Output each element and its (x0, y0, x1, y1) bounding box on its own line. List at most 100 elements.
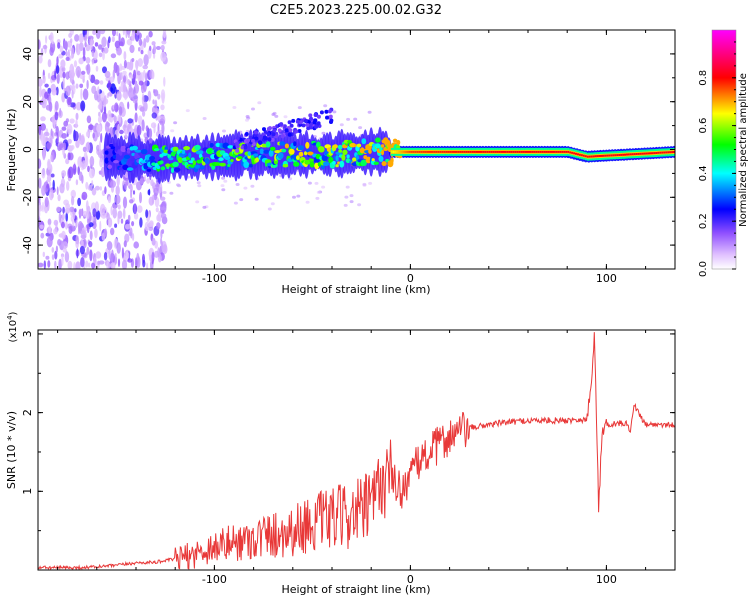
heatmap-cell (535, 150, 538, 153)
heatmap-cell (365, 156, 372, 164)
heatmap-cell (361, 138, 367, 145)
heatmap-cell (633, 153, 636, 156)
heatmap-cell (108, 76, 115, 83)
heatmap-cell (72, 83, 75, 90)
heatmap-cell (161, 40, 167, 45)
heatmap-cell (224, 156, 231, 160)
heatmap-cell (56, 206, 61, 213)
heatmap-cell (93, 79, 100, 85)
heatmap-cell (131, 145, 138, 151)
snr-x-tick-label: -100 (202, 573, 227, 586)
heatmap-cell (232, 106, 237, 109)
heatmap-cell (218, 157, 224, 162)
heatmap-cell (132, 93, 139, 104)
heatmap-cell (40, 47, 44, 57)
heatmap-cell (360, 159, 368, 166)
heatmap-cell (637, 152, 640, 155)
spectrogram-panel: -100 0 100 -40 -20 0 20 40 Height of straight l… (5, 29, 676, 296)
heatmap-cell (274, 150, 281, 154)
heatmap-cell (305, 200, 310, 204)
heatmap-cell (173, 167, 181, 173)
heatmap-cell (91, 187, 97, 196)
heatmap-cell (100, 203, 106, 215)
heatmap-cell (134, 149, 142, 153)
heatmap-cell (604, 154, 607, 157)
heatmap-cell (77, 165, 80, 176)
heatmap-cell (75, 43, 81, 56)
heatmap-cell (119, 129, 124, 135)
heatmap-cell (533, 150, 537, 153)
heatmap-cell (80, 234, 87, 239)
heatmap-cell (479, 150, 482, 153)
heatmap-cell (577, 153, 580, 156)
heatmap-cell (65, 56, 70, 62)
heatmap-cell (74, 208, 77, 213)
heatmap-cell (133, 241, 139, 249)
heatmap-cell (44, 196, 49, 208)
heatmap-cell (215, 142, 221, 148)
heatmap-cell (618, 154, 621, 156)
heatmap-cell (118, 48, 121, 56)
heatmap-cell (121, 247, 124, 259)
heatmap-cell (65, 221, 68, 230)
heatmap-cell (160, 104, 165, 111)
heatmap-cell (172, 161, 179, 167)
snr-y-label: SNR (10 * v/v) (5, 411, 18, 489)
heatmap-cell (67, 260, 73, 269)
heatmap-cell (38, 55, 43, 64)
heatmap-cell (85, 142, 91, 153)
heatmap-cell (142, 110, 146, 117)
heatmap-cell (321, 154, 328, 162)
heatmap-cell (628, 153, 631, 156)
heatmap-cell (129, 44, 135, 54)
heatmap-cell (209, 143, 214, 148)
heatmap-cell (153, 187, 159, 196)
heatmap-cell (563, 150, 566, 153)
heatmap-cell (239, 198, 244, 202)
heatmap-cell (136, 70, 141, 76)
heatmap-cell (55, 222, 58, 231)
heatmap-cell (123, 51, 127, 61)
heatmap-cell (144, 174, 147, 181)
heatmap-cell (309, 121, 314, 126)
heatmap-cell (148, 196, 154, 206)
heatmap-cell (54, 250, 58, 260)
heatmap-cell (77, 156, 83, 168)
heatmap-cell (223, 179, 228, 183)
heatmap-cell (170, 129, 175, 133)
heatmap-cell (141, 93, 145, 106)
heatmap-cell (110, 262, 116, 269)
heatmap-cell (68, 69, 75, 80)
heatmap-cell (346, 154, 350, 159)
heatmap-cell (99, 220, 102, 232)
heatmap-cell (134, 257, 138, 268)
heatmap-cell (303, 119, 308, 123)
heatmap-cell (38, 39, 41, 50)
heatmap-cell (118, 33, 121, 44)
heatmap-cell (257, 101, 262, 105)
heatmap-cell (375, 143, 381, 149)
heatmap-cell (602, 154, 605, 157)
heatmap-cell (82, 88, 89, 101)
heatmap-cell (457, 150, 460, 153)
snr-y-tick-label: 3 (21, 330, 34, 337)
heatmap-cell (667, 151, 670, 154)
heatmap-cell (122, 30, 126, 36)
heatmap-cell (135, 30, 140, 36)
heatmap-cell (86, 115, 92, 124)
heatmap-cell (73, 262, 76, 269)
heatmap-cell (162, 30, 167, 39)
heatmap-cell (41, 96, 47, 109)
heatmap-cell (129, 128, 134, 133)
heatmap-cell (160, 51, 167, 62)
heatmap-cell (569, 151, 572, 154)
heatmap-cell (144, 221, 150, 232)
heatmap-cell (402, 150, 405, 153)
heatmap-cell (189, 164, 196, 168)
heatmap-cell (263, 149, 270, 154)
heatmap-cell (62, 241, 68, 249)
heatmap-cell (145, 35, 150, 43)
heatmap-cell (282, 124, 287, 129)
heatmap-cell (169, 191, 174, 195)
heatmap-cell (526, 150, 529, 153)
